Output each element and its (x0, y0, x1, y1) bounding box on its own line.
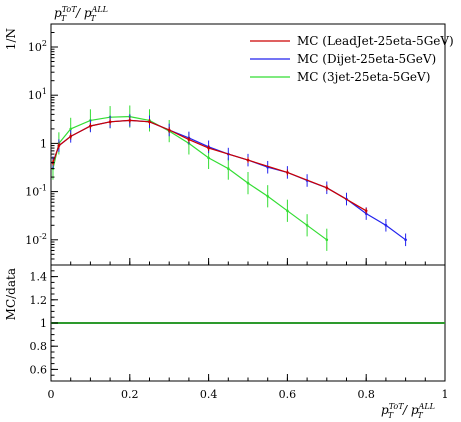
y-tick-label-ratio: 1 (40, 317, 47, 330)
y-tick-label-ratio: 1.2 (30, 294, 48, 307)
y-tick-label-ratio: 1.4 (30, 271, 48, 284)
axis-ticks (50, 23, 446, 381)
data-point (325, 238, 329, 242)
data-point (246, 181, 250, 185)
x-tick-label: 0 (48, 388, 55, 401)
data-point (227, 167, 230, 170)
y-tick-label-ratio: 0.8 (30, 340, 48, 353)
main-plot-marks (51, 105, 407, 251)
series-line-0 (52, 119, 367, 212)
data-point (246, 158, 250, 162)
data-point (69, 135, 72, 138)
data-point (89, 124, 92, 128)
top-left-label: pToT T / pALL T (54, 5, 108, 23)
data-point (128, 119, 132, 122)
series-line-1 (52, 119, 406, 241)
y-tick-label-main: 10-1 (25, 184, 47, 199)
legend-label-leadjet: MC (LeadJet-25eta-5GeV) (297, 34, 454, 48)
data-point (404, 238, 407, 242)
legend: MC (LeadJet-25eta-5GeV) MC (Dijet-25eta-… (250, 34, 454, 84)
legend-label-dijet: MC (Dijet-25eta-5GeV) (297, 52, 436, 66)
data-point (207, 156, 210, 160)
x-tick-label: 0.4 (200, 388, 218, 401)
y-tick-label-ratio: 0.6 (30, 363, 48, 376)
data-point (207, 146, 210, 150)
legend-label-3jet: MC (3jet-25eta-5GeV) (297, 70, 430, 84)
data-point (187, 138, 191, 141)
data-point (364, 209, 368, 213)
y-axis-label-ratio: MC/data (4, 268, 18, 320)
data-point (384, 223, 388, 227)
series-line-2 (52, 115, 328, 241)
x-tick-label: 1 (442, 388, 449, 401)
data-point (148, 120, 151, 124)
x-tick-label: 0.8 (357, 388, 375, 401)
data-point (57, 144, 61, 147)
data-point (286, 171, 289, 174)
data-point (167, 128, 171, 132)
y-tick-label-main: 1 (40, 137, 47, 150)
x-axis-label: pToT T / pALL T (381, 402, 435, 420)
data-point (305, 223, 309, 227)
y-tick-label-main: 102 (28, 39, 47, 54)
data-point (325, 186, 329, 190)
y-axis-label-main: 1/N (4, 28, 18, 50)
x-tick-label: 0.6 (279, 388, 297, 401)
axis-tick-labels: 0 0.2 0.4 0.6 0.8 1 10-2 10-1 1 101 102 0.6 0.8 1 1.2 1… (25, 39, 448, 401)
data-point (108, 120, 112, 124)
y-tick-label-main: 101 (28, 87, 47, 102)
data-point (286, 209, 289, 213)
x-tick-label: 0.2 (121, 388, 139, 401)
data-point (266, 194, 270, 198)
data-point (69, 127, 72, 131)
y-tick-label-main: 10-2 (25, 232, 47, 247)
